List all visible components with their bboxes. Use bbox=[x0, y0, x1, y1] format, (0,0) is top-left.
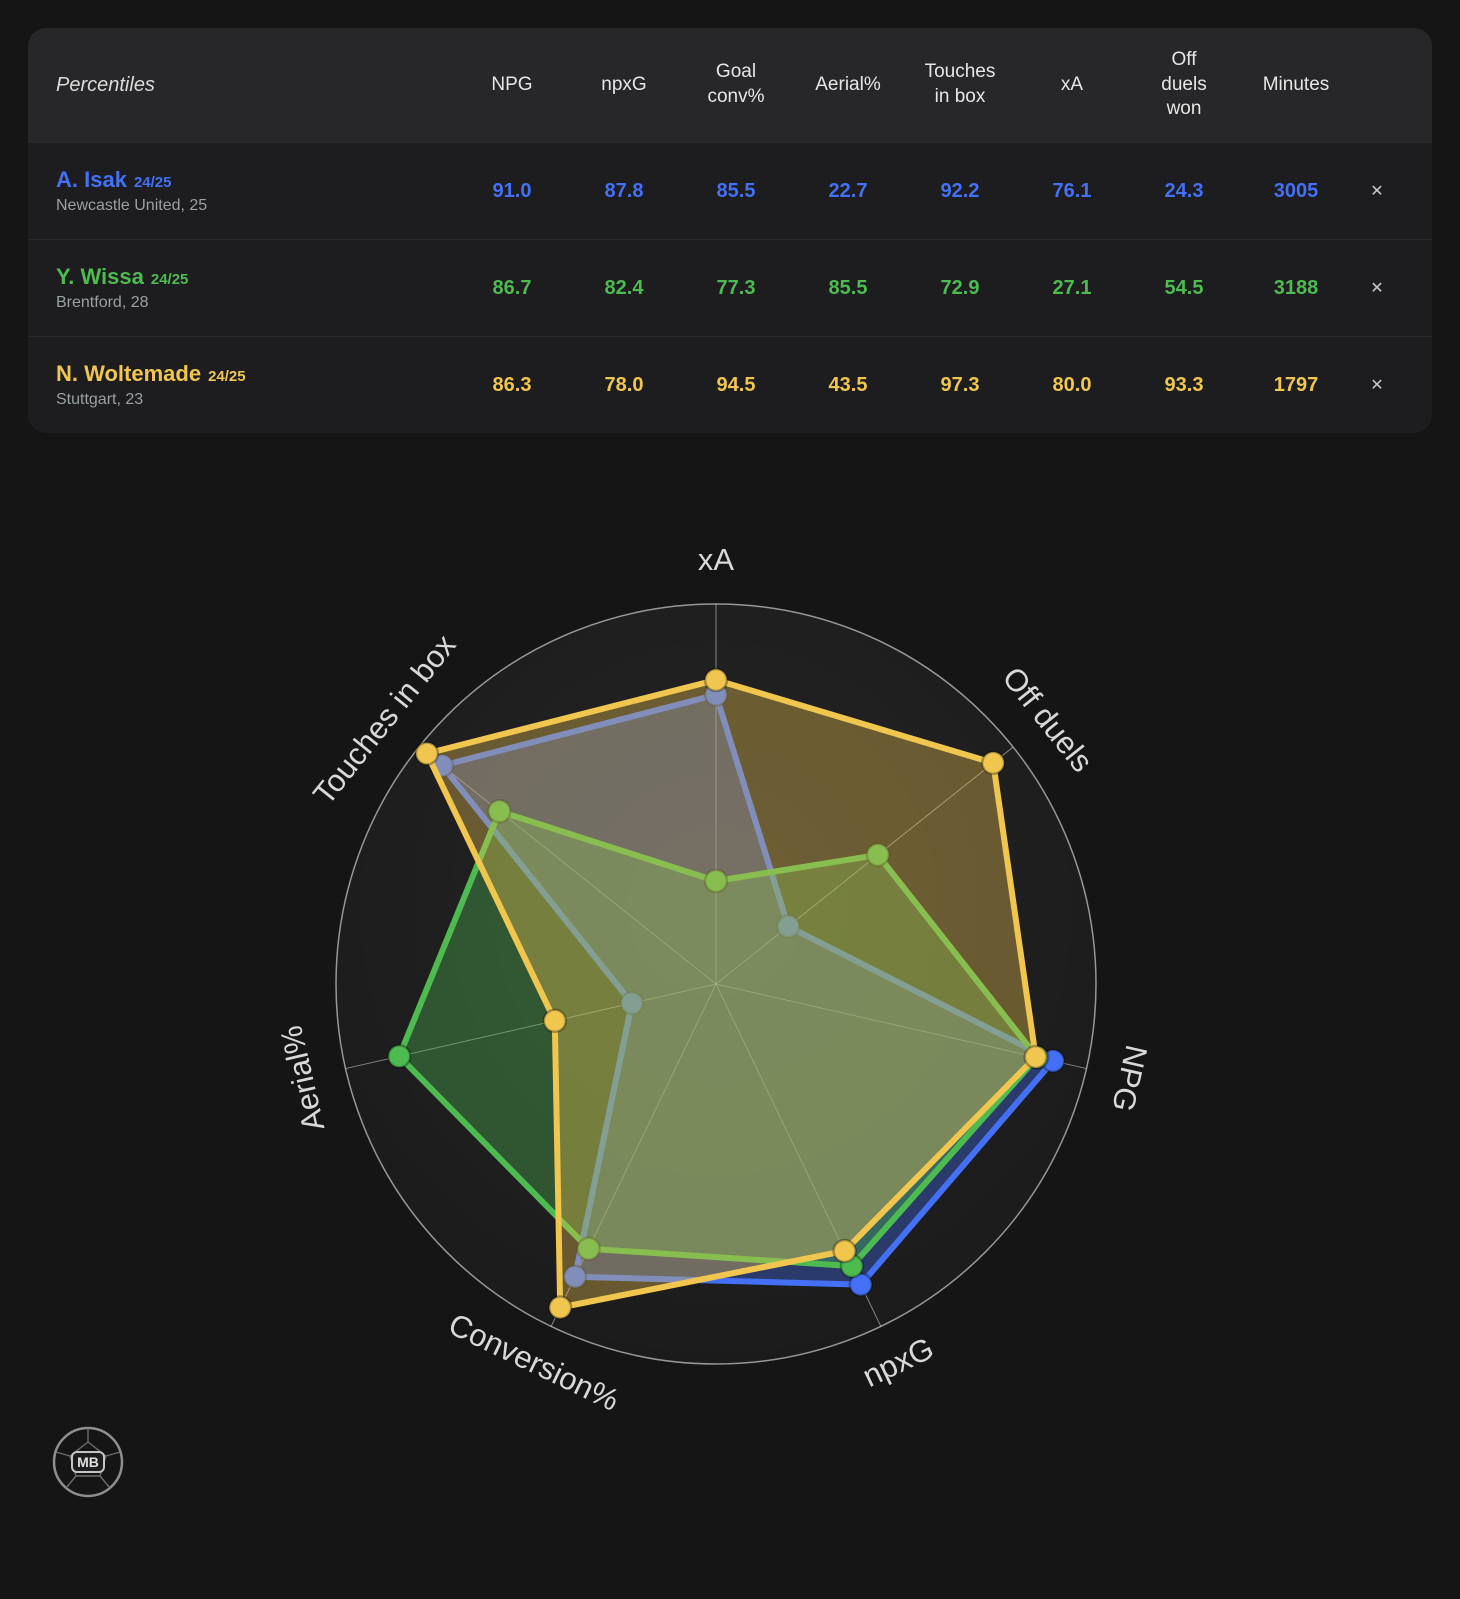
stat-value-goal-conv: 77.3 bbox=[716, 276, 756, 299]
column-header-label: Minutes bbox=[1262, 73, 1330, 95]
mb-logo: MB bbox=[52, 1426, 124, 1498]
player-team-age: Stuttgart, 23 bbox=[56, 391, 144, 409]
column-header-label: npxG bbox=[601, 73, 647, 95]
player-name[interactable]: Y. Wissa bbox=[56, 264, 144, 290]
stat-value-off-duels-won: 54.5 bbox=[1164, 276, 1204, 299]
column-header-label: Aerial% bbox=[815, 73, 881, 95]
axis-label-npxg: npxG bbox=[857, 1330, 939, 1394]
player-name-cell: A. Isak 24/25 Newcastle United, 25 bbox=[56, 167, 456, 215]
data-point-a-isak-24-25-aerial[interactable] bbox=[619, 990, 645, 1016]
stat-value-npxg: 82.4 bbox=[604, 276, 644, 299]
data-point-n-woltemade-24-25-xa[interactable] bbox=[703, 667, 729, 693]
table-corner-label: Percentiles bbox=[56, 73, 155, 96]
comparison-table: Percentiles NPG npxG Goal conv% Aerial% Touc… bbox=[28, 28, 1432, 434]
stat-value-npxg: 87.8 bbox=[604, 179, 644, 202]
stat-value-off-duels-won: 93.3 bbox=[1164, 373, 1204, 396]
axis-label-npg: NPG bbox=[1105, 1042, 1154, 1115]
data-point-n-woltemade-24-25-off-duels[interactable] bbox=[980, 750, 1006, 776]
stat-value-minutes: 1797 bbox=[1273, 373, 1319, 396]
column-header-aerial: Aerial% bbox=[792, 73, 904, 98]
data-point-y-wissa-24-25-off-duels[interactable] bbox=[865, 842, 891, 868]
stat-value-xa: 27.1 bbox=[1052, 276, 1092, 299]
column-header-npxg: npxG bbox=[568, 73, 680, 98]
column-header-label: NPG bbox=[491, 73, 533, 95]
player-name[interactable]: A. Isak bbox=[56, 167, 127, 193]
series-polygon-n-woltemade-24-25 bbox=[423, 677, 1039, 1311]
table-row-a-isak: A. Isak 24/25 Newcastle United, 25 91.0 87.8… bbox=[28, 142, 1432, 239]
data-point-y-wissa-24-25-touches-in-box[interactable] bbox=[487, 799, 512, 824]
column-header-off-duels-won: Off duels won bbox=[1128, 48, 1240, 122]
player-team-age: Brentford, 28 bbox=[56, 294, 149, 312]
player-team-age: Newcastle United, 25 bbox=[56, 197, 208, 215]
stat-value-aerial: 43.5 bbox=[828, 373, 868, 396]
data-point-a-isak-24-25-npxg[interactable] bbox=[848, 1272, 874, 1297]
stat-value-touches-in-box: 92.2 bbox=[940, 179, 980, 202]
stat-value-npg: 86.7 bbox=[492, 276, 532, 299]
player-season: 24/25 bbox=[150, 271, 189, 289]
column-header-touches-in-box: Touches in box bbox=[904, 60, 1016, 109]
stat-value-npxg: 78.0 bbox=[604, 373, 644, 396]
player-name-cell: N. Woltemade 24/25 Stuttgart, 23 bbox=[56, 361, 456, 409]
stat-value-goal-conv: 85.5 bbox=[716, 179, 756, 202]
logo-text: MB bbox=[77, 1454, 99, 1470]
stat-value-minutes: 3188 bbox=[1273, 276, 1319, 299]
column-header-xa: xA bbox=[1016, 73, 1128, 98]
table-row-y-wissa: Y. Wissa 24/25 Brentford, 28 86.7 82.4 77.3 85… bbox=[28, 239, 1432, 336]
radar-spoke-off-duels bbox=[715, 746, 1014, 985]
stat-value-xa: 76.1 bbox=[1052, 179, 1092, 202]
data-point-a-isak-24-25-conversion[interactable] bbox=[562, 1264, 588, 1289]
column-header-goal-conv: Goal conv% bbox=[680, 60, 792, 109]
player-name-cell: Y. Wissa 24/25 Brentford, 28 bbox=[56, 264, 456, 312]
column-header-label: Touches in box bbox=[924, 61, 996, 108]
stat-value-npg: 86.3 bbox=[492, 373, 532, 396]
stat-value-npg: 91.0 bbox=[492, 179, 532, 202]
data-point-n-woltemade-24-25-aerial[interactable] bbox=[542, 1008, 568, 1034]
data-point-y-wissa-24-25-conversion[interactable] bbox=[576, 1236, 601, 1261]
data-point-a-isak-24-25-off-duels[interactable] bbox=[775, 914, 801, 939]
radar-spoke-npg bbox=[715, 983, 1087, 1070]
player-season: 24/25 bbox=[133, 174, 172, 192]
remove-player-button[interactable]: ✕ bbox=[1352, 371, 1402, 399]
data-point-n-woltemade-24-25-touches-in-box[interactable] bbox=[414, 741, 440, 766]
data-point-n-woltemade-24-25-npg[interactable] bbox=[1023, 1044, 1048, 1070]
stat-value-touches-in-box: 97.3 bbox=[940, 373, 980, 396]
axis-label-xa: xA bbox=[698, 542, 735, 577]
column-header-label: Off duels won bbox=[1161, 49, 1207, 120]
data-point-n-woltemade-24-25-npxg[interactable] bbox=[832, 1238, 857, 1264]
column-header-minutes: Minutes bbox=[1240, 73, 1352, 98]
stat-value-touches-in-box: 72.9 bbox=[940, 276, 980, 299]
player-name[interactable]: N. Woltemade bbox=[56, 361, 202, 387]
stat-value-xa: 80.0 bbox=[1052, 373, 1092, 396]
radar-spoke-touches-in-box bbox=[418, 746, 717, 985]
table-body: A. Isak 24/25 Newcastle United, 25 91.0 87.8… bbox=[28, 142, 1432, 433]
radar-outline bbox=[335, 603, 1097, 1365]
table-header: Percentiles NPG npxG Goal conv% Aerial% Touc… bbox=[28, 28, 1432, 143]
table-row-n-woltemade: N. Woltemade 24/25 Stuttgart, 23 86.3 78.0 94… bbox=[28, 336, 1432, 433]
axis-label-aerial: Aerial% bbox=[273, 1022, 331, 1134]
logo-badge bbox=[71, 1451, 105, 1473]
column-header-label: Goal conv% bbox=[707, 61, 765, 108]
column-header-npg: NPG bbox=[456, 73, 568, 98]
data-point-n-woltemade-24-25-conversion[interactable] bbox=[547, 1295, 573, 1320]
player-season: 24/25 bbox=[208, 368, 246, 386]
remove-player-button[interactable]: ✕ bbox=[1352, 177, 1402, 205]
stat-value-minutes: 3005 bbox=[1273, 179, 1319, 202]
data-point-y-wissa-24-25-xa[interactable] bbox=[703, 868, 729, 894]
stat-value-aerial: 85.5 bbox=[828, 276, 868, 299]
data-point-y-wissa-24-25-aerial[interactable] bbox=[386, 1044, 412, 1069]
remove-player-button[interactable]: ✕ bbox=[1352, 274, 1402, 302]
column-header-label: xA bbox=[1060, 73, 1084, 95]
stat-value-goal-conv: 94.5 bbox=[716, 373, 756, 396]
stat-value-off-duels-won: 24.3 bbox=[1164, 179, 1204, 202]
stat-value-aerial: 22.7 bbox=[828, 179, 868, 202]
